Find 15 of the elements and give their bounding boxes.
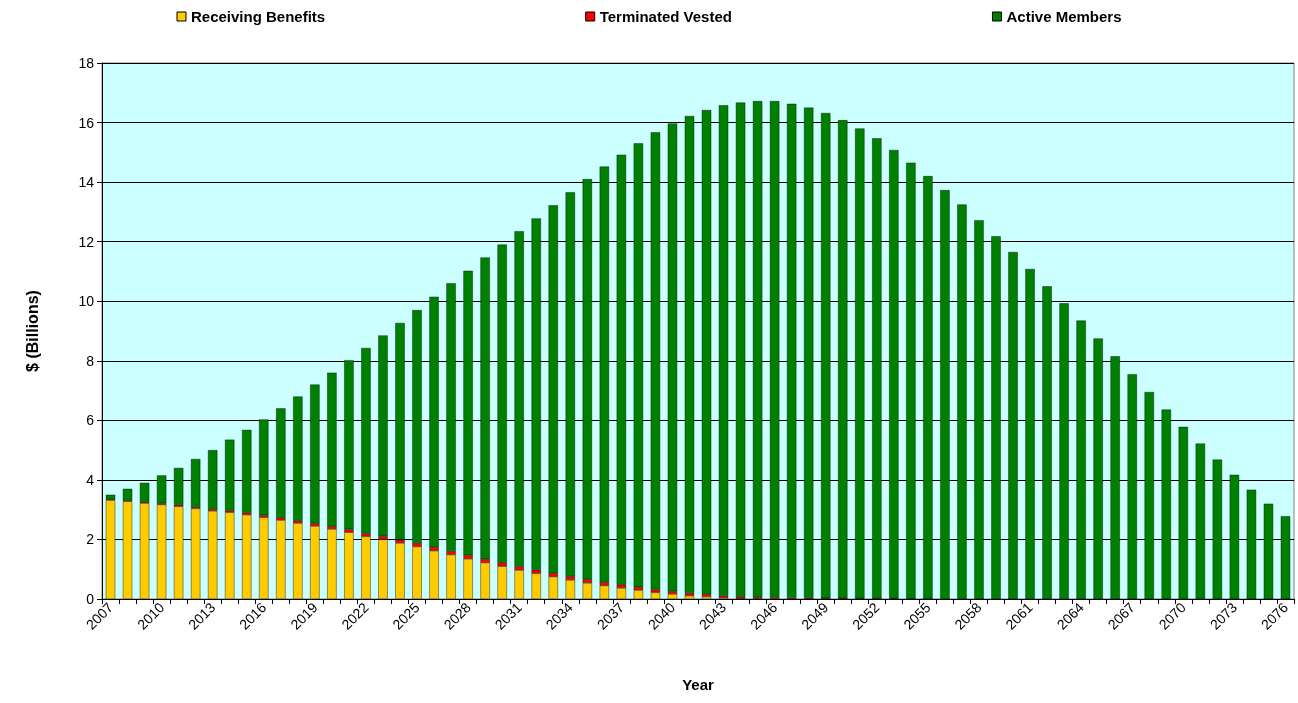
y-tick-label: 2 bbox=[86, 531, 95, 548]
y-tick-label: 0 bbox=[86, 591, 95, 607]
y-tick-label: 14 bbox=[78, 174, 95, 191]
y-axis-title: $ (Billions) bbox=[23, 290, 41, 372]
y-tick-label: 16 bbox=[78, 114, 95, 131]
y-tick-label: 10 bbox=[78, 293, 95, 310]
legend-label: Receiving Benefits bbox=[190, 8, 326, 25]
y-tick-label: 6 bbox=[86, 412, 95, 429]
y-tick-label: 8 bbox=[86, 352, 95, 369]
y-tick-label: 18 bbox=[78, 55, 95, 71]
x-axis-title: Year bbox=[682, 676, 715, 693]
legend-label: Terminated Vested bbox=[599, 8, 732, 25]
legend-label: Active Members bbox=[1006, 8, 1122, 25]
y-tick-label: 12 bbox=[78, 233, 95, 250]
y-tick-label: 4 bbox=[86, 471, 95, 488]
